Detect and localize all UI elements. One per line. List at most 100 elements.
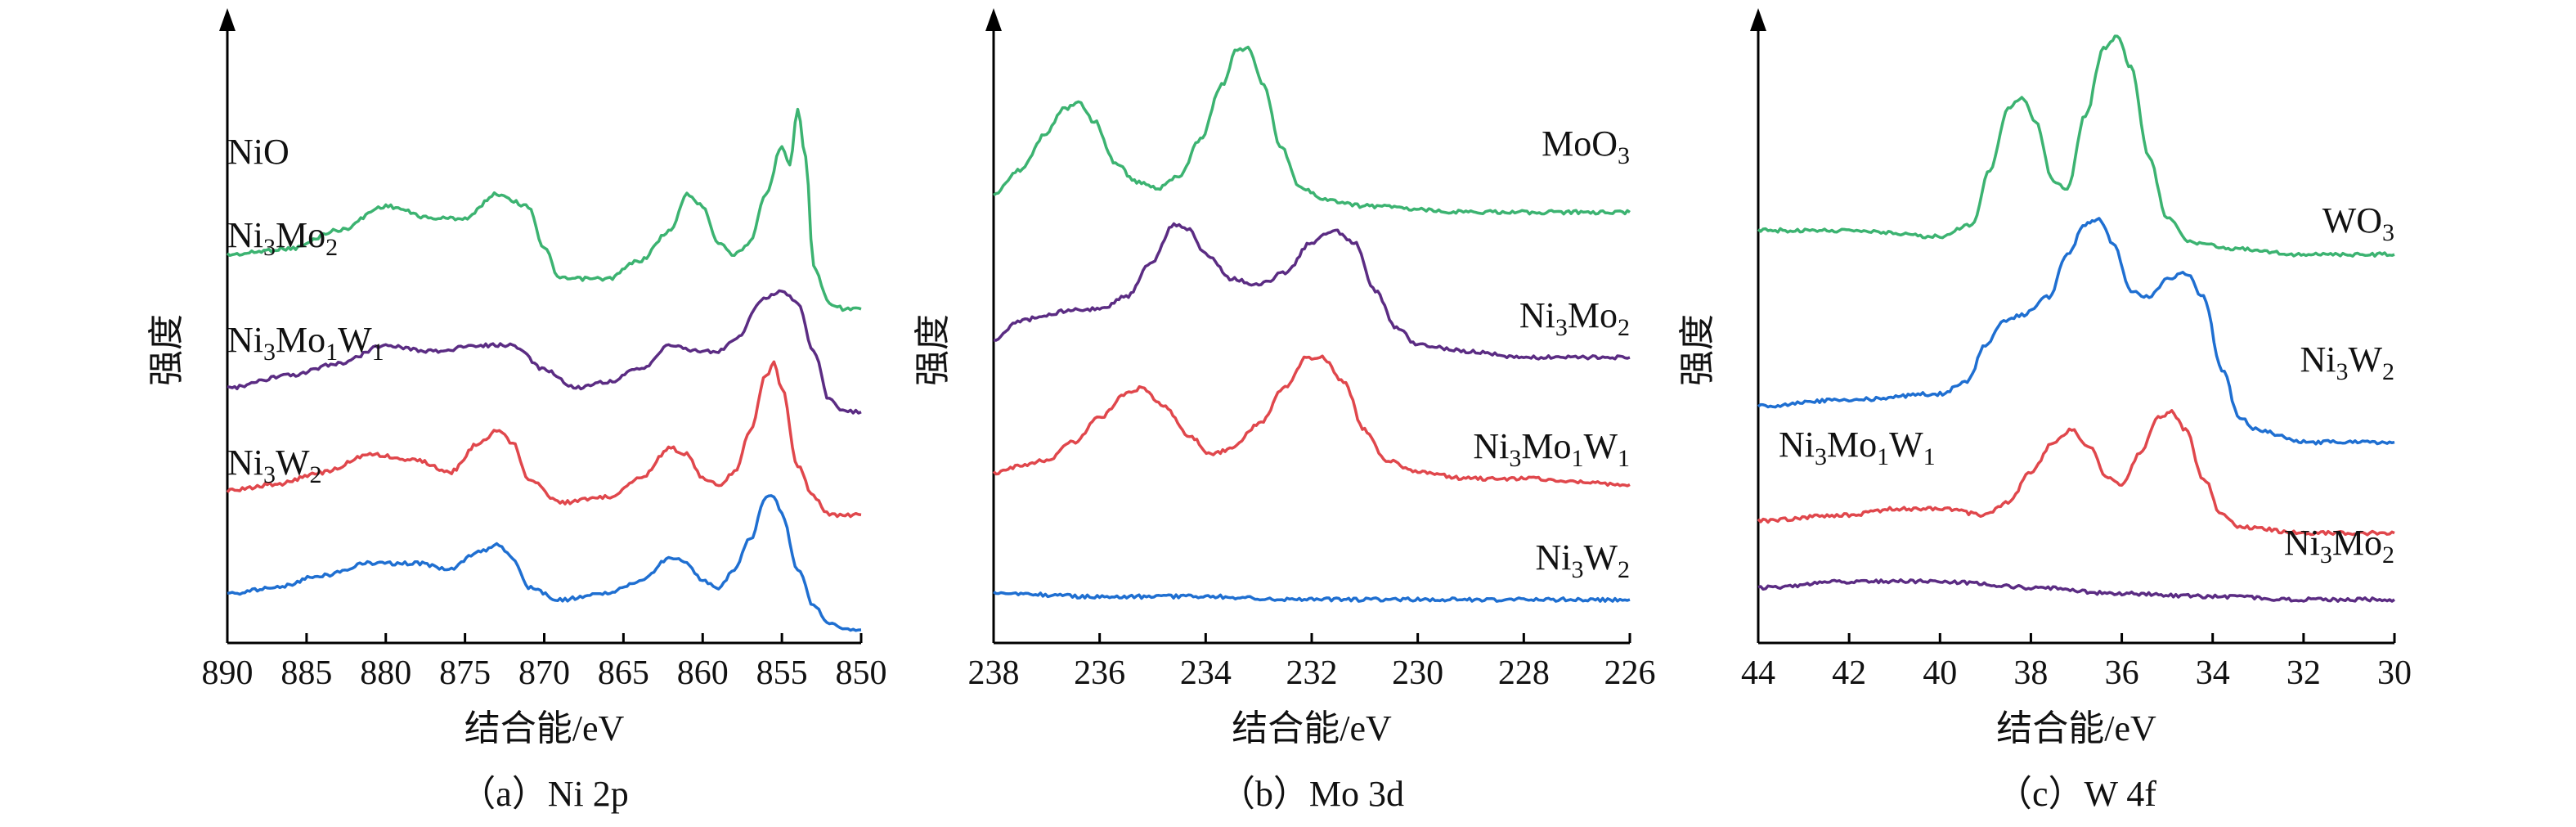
label-text: Ni	[227, 320, 263, 360]
x-axis-label: 结合能/eV	[1232, 708, 1392, 748]
x-tick-label: 870	[518, 654, 570, 692]
x-tick-label: 40	[1923, 654, 1957, 692]
x-tick-label: 232	[1286, 654, 1338, 692]
label-subscript: 2	[325, 234, 338, 261]
x-tick-label: 234	[1180, 654, 1232, 692]
label-subscript: 1	[1923, 443, 1936, 470]
x-tick-label: 855	[756, 654, 808, 692]
series-line-NiO	[226, 107, 862, 312]
label-subscript: 1	[325, 339, 338, 366]
series-label-Ni3Mo2: Ni3Mo2	[227, 215, 338, 261]
series-label-Ni3W2: Ni3W2	[1535, 537, 1630, 583]
x-tick-label: 44	[1741, 654, 1775, 692]
series-label-MoO3: MoO3	[1542, 124, 1630, 169]
x-tick-label: 890	[202, 654, 254, 692]
series-label-Ni3Mo1W1: Ni3Mo1W1	[227, 320, 384, 366]
panel-caption: （c）W 4f	[1996, 774, 2156, 814]
x-tick-label: 230	[1392, 654, 1443, 692]
x-tick-label: 860	[677, 654, 729, 692]
label-text: MoO	[1542, 124, 1618, 164]
label-text: Mo	[276, 320, 325, 360]
x-tick-label: 226	[1604, 654, 1656, 692]
label-subscript: 3	[263, 461, 276, 488]
label-subscript: 2	[1618, 314, 1630, 341]
label-subscript: 3	[263, 234, 276, 261]
x-tick-label: 875	[439, 654, 491, 692]
label-subscript: 3	[1571, 556, 1583, 583]
x-tick-label: 880	[360, 654, 411, 692]
label-subscript: 2	[2382, 542, 2394, 569]
label-subscript: 3	[263, 339, 276, 366]
y-axis-arrow-icon	[1750, 8, 1766, 31]
label-text: Mo	[2332, 523, 2382, 563]
series-line-Ni3Mo2	[993, 222, 1631, 361]
label-text: Ni	[1473, 426, 1509, 466]
series-line-Ni3W2	[993, 591, 1631, 603]
label-text: Mo	[1568, 295, 1618, 335]
label-text: Mo	[1521, 426, 1571, 466]
series-line-MoO3	[993, 45, 1631, 216]
series-label-WO3: WO3	[2322, 200, 2394, 246]
label-text: Ni	[2284, 523, 2320, 563]
label-subscript: 2	[1618, 556, 1630, 583]
label-text: Ni	[1519, 295, 1555, 335]
label-subscript: 3	[1555, 314, 1568, 341]
label-text: Ni	[227, 443, 263, 483]
label-text: W	[276, 443, 310, 483]
x-tick-label: 850	[836, 654, 887, 692]
label-subscript: 3	[1509, 445, 1521, 472]
label-subscript: 3	[2382, 219, 2394, 246]
series-line-Ni3Mo1W1	[226, 360, 862, 519]
y-axis-arrow-icon	[219, 8, 236, 31]
x-tick-label: 238	[968, 654, 1020, 692]
label-text: W	[2348, 339, 2382, 380]
label-subscript: 2	[310, 461, 322, 488]
label-subscript: 3	[2320, 542, 2332, 569]
label-text: Mo	[1827, 425, 1877, 465]
x-tick-label: 34	[2196, 654, 2230, 692]
label-subscript: 3	[1618, 142, 1630, 169]
label-text: Ni	[1779, 425, 1815, 465]
label-text: W	[338, 320, 372, 360]
x-tick-label: 865	[598, 654, 649, 692]
label-text: W	[1583, 426, 1618, 466]
x-tick-label: 42	[1832, 654, 1866, 692]
panel-a: 890 885 880 875 870 865 860 855 850 结合能/eV 强度 （a）Ni…	[146, 8, 887, 814]
label-subscript: 3	[2336, 358, 2348, 385]
x-tick-label: 38	[2013, 654, 2048, 692]
series-label-Ni3W2: Ni3W2	[2300, 339, 2394, 385]
label-subscript: 1	[372, 339, 384, 366]
y-axis-arrow-icon	[985, 8, 1002, 31]
x-tick-label: 885	[280, 654, 332, 692]
label-text: W	[1889, 425, 1923, 465]
y-axis-label: 强度	[146, 314, 186, 386]
series-line-Ni3Mo1W1	[1757, 409, 2395, 537]
series-line-Ni3W2	[1757, 217, 2395, 446]
label-text: Ni	[2300, 339, 2336, 380]
label-text: W	[1583, 537, 1618, 578]
label-text: Ni	[1535, 537, 1571, 578]
label-subscript: 1	[1877, 443, 1889, 470]
label-text: Mo	[276, 215, 325, 255]
x-tick-label: 30	[2377, 654, 2412, 692]
series-line-Ni3Mo2	[1757, 578, 2395, 603]
label-subscript: 1	[1571, 445, 1583, 472]
label-text: Ni	[227, 215, 263, 255]
series-line-WO3	[1757, 34, 2395, 258]
series-line-Ni3W2	[227, 494, 862, 632]
panel-caption: （b）Mo 3d	[1219, 774, 1404, 814]
x-tick-label: 228	[1498, 654, 1550, 692]
x-tick-label: 236	[1074, 654, 1125, 692]
x-axis-label: 结合能/eV	[464, 708, 625, 748]
y-axis-label: 强度	[913, 314, 953, 386]
label-subscript: 2	[2382, 358, 2394, 385]
label-subscript: 1	[1618, 445, 1630, 472]
series-label-Ni3W2: Ni3W2	[227, 443, 322, 488]
x-axis-label: 结合能/eV	[1996, 708, 2156, 748]
series-line-Ni3Mo1W1	[992, 354, 1631, 488]
x-tick-label: 36	[2105, 654, 2139, 692]
series-label-Ni3Mo1W1: Ni3Mo1W1	[1473, 426, 1630, 472]
